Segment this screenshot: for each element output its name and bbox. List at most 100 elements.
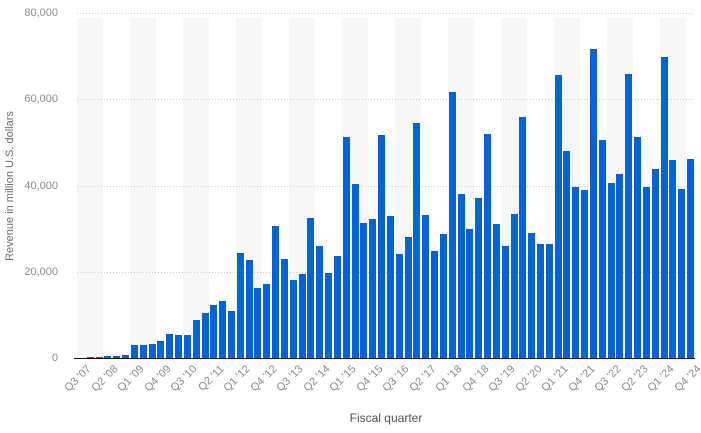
bar [563,151,571,358]
x-tick-label: Q4 '21 [565,363,598,395]
bar [245,260,253,358]
bar [104,356,112,358]
x-tick-label: Q1 '24 [645,363,677,395]
bar [589,49,597,358]
x-tick-label: Q2 '08 [89,363,121,395]
bar [166,333,174,358]
gridline [77,271,695,273]
x-tick-label: Q4 '24 [671,363,701,395]
x-tick-label: Q1 '12 [221,363,253,395]
bar [360,222,368,358]
bar [687,158,695,358]
bar [616,174,624,358]
bar [634,136,642,358]
bar [422,214,430,358]
background-stripe [77,18,104,358]
bar [554,75,562,358]
x-tick-label: Q2 '14 [301,363,333,395]
x-tick-label: Q3 '13 [274,363,306,395]
bar [378,135,386,358]
bar [263,284,271,358]
x-tick-label: Q1 '09 [115,363,147,395]
bar [280,259,288,358]
x-tick-label: Q4 '15 [354,363,386,395]
bar [413,123,421,358]
bar [484,133,492,358]
x-tick-label: Q2 '20 [512,363,545,395]
bar [289,279,297,358]
bar [448,92,456,358]
gridline [77,13,695,14]
bar [342,137,350,358]
x-tick-label: Q3 '22 [592,363,624,395]
bar [501,245,509,358]
gridline [77,185,695,187]
bar [201,312,209,358]
bar [175,334,183,358]
bar [581,190,589,358]
bar [642,186,650,358]
bar [572,187,580,358]
bar [122,354,130,358]
bar [183,335,191,358]
x-tick-label: Q4 '09 [142,363,174,395]
x-tick-label: Q1 '18 [433,363,465,395]
bar [678,188,686,358]
bar [475,197,483,358]
bar [86,357,94,358]
y-tick-label: 20,000 [24,265,58,278]
x-tick-label: Q3 '10 [168,363,200,395]
x-tick-label: Q4 '18 [460,363,492,395]
bar [236,252,244,358]
bar [545,243,553,358]
y-tick-label: 40,000 [24,179,58,192]
bar [113,356,121,358]
bar [395,254,403,358]
background-stripe [182,18,210,358]
x-tick-label: Q3 '16 [380,363,412,395]
bar [510,214,518,358]
gridline [77,99,695,101]
bar [298,273,306,358]
bar [148,344,156,358]
bar [598,139,606,358]
bar [466,229,474,358]
bar [254,287,262,358]
bar [492,224,500,358]
bar [669,159,677,358]
bar [325,272,333,358]
bar [272,225,280,358]
bar [192,319,200,358]
bar [439,233,447,358]
bar [139,344,147,358]
bar [228,310,235,358]
x-tick-label: Q2 '11 [195,363,227,394]
bar [369,219,377,358]
y-tick-label: 0 [51,352,58,364]
x-tick-label: Q3 '19 [486,363,518,395]
bar [333,255,341,358]
bar [157,341,165,358]
bar [607,182,615,358]
y-tick-label: 80,000 [24,7,58,19]
bar [351,184,359,358]
bar [404,236,412,358]
x-tick-label: Q3 '07 [62,363,94,395]
bar [537,244,544,358]
x-axis-line [74,358,695,359]
x-tick-label: Q1 '15 [327,363,359,395]
bar [625,74,633,358]
bar [307,217,315,358]
background-stripe [129,18,157,358]
bar [95,356,103,358]
bar [528,233,536,358]
bar [660,57,668,358]
bar [457,193,465,358]
bar [431,250,439,358]
bar [386,216,394,358]
x-tick-label: Q1 '21 [539,363,571,395]
bar [210,304,218,358]
y-tick-label: 60,000 [24,93,58,106]
bar [519,116,527,358]
